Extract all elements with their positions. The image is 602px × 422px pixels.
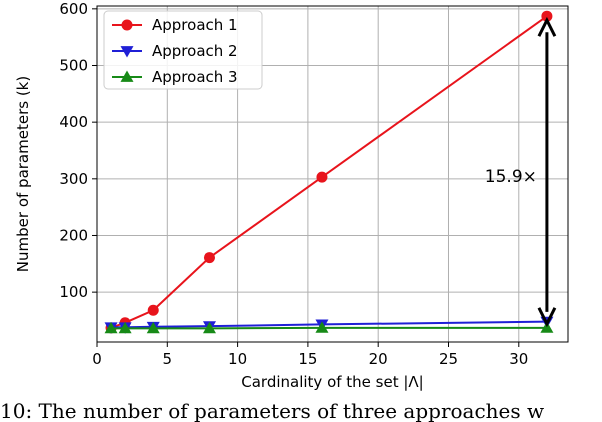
annotation-label: 15.9×: [485, 167, 537, 187]
series-1-point: [316, 171, 328, 183]
y-tick-label: 600: [59, 0, 88, 18]
x-tick-label: 10: [228, 350, 247, 368]
legend-label: Approach 2: [152, 42, 238, 60]
y-tick-label: 500: [59, 56, 88, 74]
figure-caption: 10: The number of parameters of three ap…: [0, 400, 545, 422]
x-tick-label: 15: [298, 350, 317, 368]
y-tick-label: 400: [59, 113, 88, 131]
series-layer: [104, 10, 554, 334]
x-tick-label: 5: [163, 350, 173, 368]
series-3-point: [315, 321, 329, 333]
legend-entry: Approach 1: [112, 16, 238, 34]
legend-marker: [120, 46, 134, 58]
x-tick-label: 25: [439, 350, 458, 368]
legend-entry: Approach 2: [112, 42, 238, 60]
line-chart: 15.9× 0 5 10 15 20 25 30 100 200 300 400 500 600 Car…: [14, 0, 569, 391]
series-1-point: [541, 10, 553, 22]
series-3-line: [111, 326, 547, 330]
series-1-point: [203, 252, 215, 264]
legend-marker: [121, 19, 133, 31]
legend-label: Approach 3: [152, 68, 238, 86]
series-3-point: [202, 321, 216, 334]
y-tick-label: 200: [59, 226, 88, 244]
legend-entry: Approach 3: [112, 68, 238, 86]
x-axis-label: Cardinality of the set |Λ|: [241, 373, 424, 391]
arrow-head-bottom: [537, 307, 557, 328]
series-3: [104, 321, 554, 334]
legend-marker: [120, 70, 134, 82]
series-3-point: [118, 321, 132, 334]
arrow-head-top: [537, 16, 557, 37]
x-tick-label: 0: [92, 350, 102, 368]
series-3-point: [146, 321, 160, 334]
legend: Approach 1 Approach 2 Approach 3: [103, 10, 263, 90]
x-tick-label: 20: [369, 350, 388, 368]
legend-label: Approach 1: [152, 16, 238, 34]
axis-ticks: 0 5 10 15 20 25 30 100 200 300 400 500 600: [59, 0, 528, 368]
y-tick-label: 300: [59, 170, 88, 188]
series-1-point: [147, 304, 159, 316]
series-3-point: [104, 321, 118, 334]
x-tick-label: 30: [509, 350, 528, 368]
legend-box: [103, 10, 263, 90]
plot-frame: [96, 5, 569, 343]
y-tick-label: 100: [59, 283, 88, 301]
y-axis-label: Number of parameters (k): [14, 76, 32, 272]
series-2: [104, 316, 554, 334]
annotation: 15.9×: [485, 16, 557, 328]
series-2-line: [111, 320, 547, 329]
